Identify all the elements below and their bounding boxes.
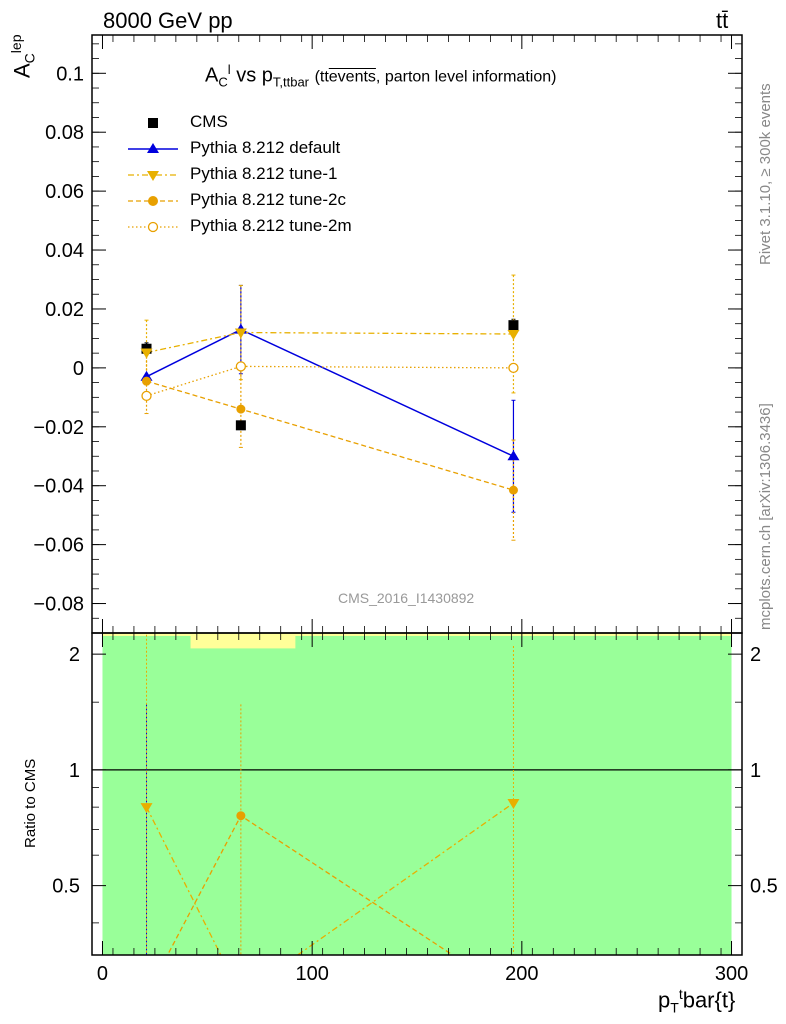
legend-marker-tune2c xyxy=(148,196,158,206)
data-point-4-0 xyxy=(141,390,152,402)
data-point-3-1 xyxy=(236,404,246,414)
legend-label-tune2m: Pythia 8.212 tune-2m xyxy=(190,216,352,235)
ratio-y-axis-label: Ratio to CMS xyxy=(22,758,39,848)
ratio-point-3-1 xyxy=(236,811,246,821)
ytick-label-1: −0.06 xyxy=(33,535,84,557)
data-point-4-2 xyxy=(508,362,519,374)
data-point-2-2 xyxy=(507,330,520,340)
legend-label-default: Pythia 8.212 default xyxy=(190,138,341,157)
series-line-4 xyxy=(146,365,514,397)
data-point-0-2 xyxy=(508,320,519,331)
ratio-frame xyxy=(91,632,743,956)
ratio-markers xyxy=(140,799,520,821)
ytick-label-3: −0.02 xyxy=(33,417,84,439)
legend-marker-cms xyxy=(148,118,158,128)
ratio-ytick-label-1: 1 xyxy=(69,760,80,782)
legend-label-tune2c: Pythia 8.212 tune-2c xyxy=(190,190,346,209)
plot-title: ACl vs pT,ttbar (ttevents, parton level … xyxy=(205,62,557,90)
xtick-label-0: 0 xyxy=(97,963,108,985)
ratio-line-3 xyxy=(166,814,454,955)
legend-marker-tune2m xyxy=(147,221,159,233)
analysis-watermark: CMS_2016_I1430892 xyxy=(338,590,475,606)
legend-marker-default xyxy=(147,143,159,153)
ratio-ytick-label-0: 0.5 xyxy=(52,876,80,898)
data-point-0-1 xyxy=(235,420,246,431)
series-line-2 xyxy=(146,331,514,354)
ytick-label-8: 0.08 xyxy=(45,122,84,144)
data-point-4-1 xyxy=(235,361,247,372)
legend-label-cms: CMS xyxy=(190,112,228,131)
ratio-band-green xyxy=(102,633,732,955)
ytick-label-2: −0.04 xyxy=(33,476,84,498)
data-point-0-0 xyxy=(141,343,152,354)
series-line-3 xyxy=(146,380,514,491)
process-label: tt̄ xyxy=(716,8,729,33)
legend: CMS Pythia 8.212 default Pythia 8.212 tu… xyxy=(120,112,420,242)
series-line-1 xyxy=(146,328,514,457)
x-axis-label: pTtbar{t} xyxy=(658,986,736,1016)
ratio-line-2 xyxy=(145,802,514,955)
ytick-label-6: 0.04 xyxy=(45,240,84,262)
ratio-series-lines xyxy=(145,633,514,955)
ratio-band-yellow xyxy=(190,633,296,649)
ratio-ytick-label-2: 2 xyxy=(69,644,80,666)
energy-label: 8000 GeV pp xyxy=(103,8,233,33)
ytick-label-5: 0.02 xyxy=(45,299,84,321)
ytick-label-0: −0.08 xyxy=(33,594,84,616)
ratio-bands xyxy=(92,633,742,955)
data-point-1-1 xyxy=(234,323,247,334)
ratio-point-2-2 xyxy=(507,799,520,810)
data-point-2-0 xyxy=(140,348,153,359)
ytick-label-9: 0.1 xyxy=(56,63,84,85)
ytick-label-4: 0 xyxy=(73,358,84,380)
data-point-1-0 xyxy=(140,370,153,381)
data-point-1-2 xyxy=(507,450,520,461)
xtick-label-2: 200 xyxy=(505,963,538,985)
ratio-ytick-label-r-2: 2 xyxy=(750,644,761,666)
xtick-label-1: 100 xyxy=(295,963,328,985)
legend-label-tune1: Pythia 8.212 tune-1 xyxy=(190,164,338,183)
legend-markers xyxy=(128,118,178,233)
ratio-ytick-label-r-0: 0.5 xyxy=(750,876,778,898)
ratio-band-yellow-top xyxy=(102,633,732,636)
main-error-bars xyxy=(144,274,516,541)
data-point-3-2 xyxy=(508,485,518,495)
ratio-point-2-0 xyxy=(140,803,153,814)
source-info: mcplots.cern.ch [arXiv:1306.3436] xyxy=(757,403,774,630)
rivet-info: Rivet 3.1.10, ≥ 300k events xyxy=(757,83,774,265)
ratio-ytick-label-r-1: 1 xyxy=(750,760,761,782)
xtick-label-3: 300 xyxy=(715,963,748,985)
y-axis-label: AClep xyxy=(8,34,38,79)
data-point-2-1 xyxy=(234,328,247,339)
main-series-lines xyxy=(146,328,514,491)
data-point-3-0 xyxy=(142,376,152,386)
legend-marker-tune1 xyxy=(147,171,159,181)
ytick-label-7: 0.06 xyxy=(45,181,84,203)
main-markers xyxy=(140,320,520,495)
